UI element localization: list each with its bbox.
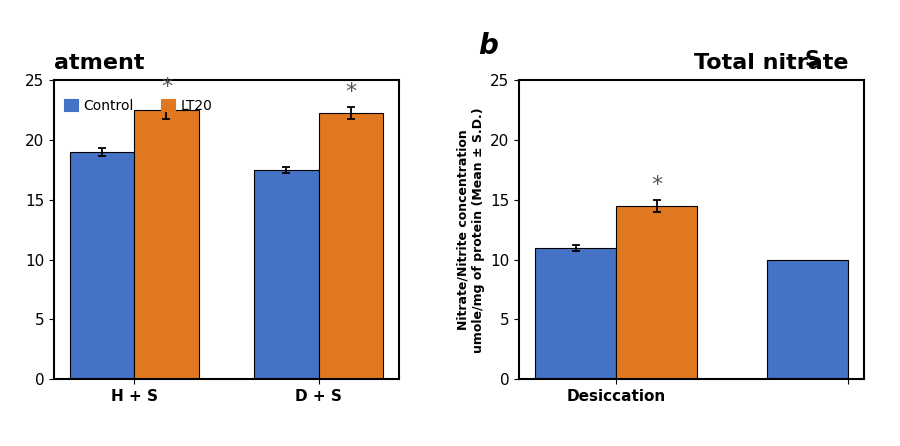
Text: *: * [161,77,172,97]
Text: Total nitrate: Total nitrate [694,53,864,73]
Text: *: * [345,82,356,102]
Bar [69,152,134,379]
Bar [616,206,698,379]
Text: S: S [805,50,820,70]
Bar [535,248,617,379]
Bar [254,170,319,379]
Text: b: b [478,33,498,61]
Text: *: * [652,175,662,195]
Bar [319,112,383,379]
Legend: Control, LT20: Control, LT20 [61,96,215,116]
Text: atment: atment [54,53,145,73]
Bar [767,260,849,379]
Bar [134,110,199,379]
Y-axis label: Nitrate/Nitrite concentration
umole/mg of protein (Mean ± S.D.): Nitrate/Nitrite concentration umole/mg o… [457,107,485,352]
